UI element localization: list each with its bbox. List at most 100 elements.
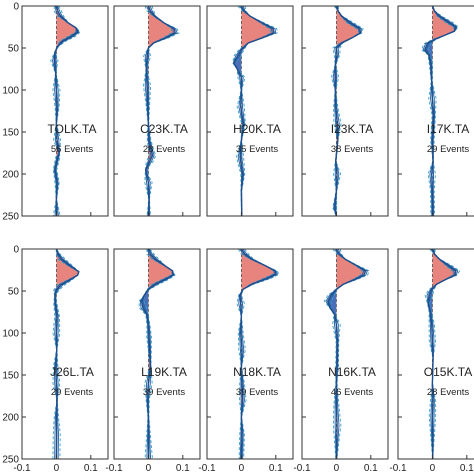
panel-frame (21, 5, 109, 217)
event-count-label: 38 Events (331, 144, 373, 155)
positive-arrival-fill (56, 6, 78, 216)
panel-frame (206, 5, 294, 217)
y-tick-label: 50 (8, 287, 20, 298)
panel-frame (113, 248, 201, 460)
y-tick-label: 150 (2, 128, 19, 139)
x-tick-label: 0.1 (176, 463, 190, 474)
station-label: L19K.TA (141, 365, 187, 379)
panel-l19k-ta: -0.1 0 0.1 L19K.TA 39 Events (105, 248, 201, 474)
panel-frame (397, 5, 474, 217)
panel-plot-area (232, 6, 278, 216)
upper-confidence-line (55, 249, 80, 459)
mean-receiver-function-line (53, 6, 79, 216)
panel-n18k-ta: -0.1 0 0.1 N18K.TA 39 Events (198, 248, 294, 474)
event-count-label: 56 Events (51, 144, 93, 155)
y-tick-label: 150 (2, 371, 19, 382)
mean-receiver-function-line (424, 6, 457, 216)
x-tick-label: -0.1 (293, 463, 311, 474)
panel-i23k-ta: I23K.TA 38 Events (301, 5, 389, 217)
y-tick-label: 100 (2, 329, 19, 340)
panel-frame (21, 248, 109, 460)
x-tick-label: 0.1 (460, 463, 474, 474)
panel-frame (113, 5, 201, 217)
panel-plot-area (323, 249, 370, 459)
station-label: C23K.TA (140, 122, 188, 136)
panel-plot-area (330, 6, 364, 216)
station-label: I23K.TA (331, 122, 373, 136)
panel-i17k-ta: I17K.TA 29 Events (397, 5, 474, 217)
panel-frame (301, 5, 389, 217)
station-label: J26L.TA (50, 365, 94, 379)
upper-confidence-line (428, 249, 461, 459)
panel-plot-area (52, 249, 80, 459)
upper-confidence-line (240, 249, 280, 459)
x-tick-label: -0.1 (105, 463, 123, 474)
station-label: TOLK.TA (48, 122, 97, 136)
mean-receiver-function-line (233, 6, 275, 216)
station-label: O15K.TA (424, 365, 472, 379)
panel-frame (397, 248, 474, 460)
panel-plot-area (424, 249, 461, 459)
panel-plot-area (138, 249, 176, 459)
panel-plot-area (142, 6, 180, 216)
x-tick-label: 0 (334, 463, 340, 474)
station-label: H20K.TA (233, 122, 281, 136)
panel-frame (301, 248, 389, 460)
mean-receiver-function-line (333, 6, 362, 216)
event-count-label: 35 Events (236, 144, 278, 155)
mean-receiver-function-line (144, 6, 177, 216)
x-tick-label: 0 (239, 463, 245, 474)
positive-arrival-fill (241, 6, 275, 216)
y-tick-label: 100 (2, 86, 19, 97)
mean-receiver-function-line (140, 249, 174, 459)
y-tick-label: 0 (13, 245, 19, 256)
panel-o15k-ta: -0.1 0 0.1 O15K.TA 28 Events (389, 248, 474, 474)
lower-confidence-line (236, 249, 274, 459)
x-tick-label: 0.1 (84, 463, 98, 474)
y-tick-label: 250 (2, 455, 19, 466)
panel-h20k-ta: H20K.TA 35 Events (206, 5, 294, 217)
lower-confidence-line (138, 249, 173, 459)
x-tick-label: 0.1 (269, 463, 283, 474)
station-label: I17K.TA (427, 122, 469, 136)
lower-confidence-line (330, 6, 360, 216)
panel-tolk-ta: 0 50 100 150 200 250 TOLK.TA 56 Events (2, 2, 109, 223)
mean-receiver-function-line (54, 249, 80, 459)
event-count-label: 28 Events (427, 387, 469, 398)
upper-confidence-line (54, 6, 81, 216)
event-count-label: 29 Events (427, 144, 469, 155)
panel-n16k-ta: -0.1 0 0.1 N16K.TA 46 Events (293, 248, 389, 474)
event-count-label: 46 Events (331, 387, 373, 398)
panel-plot-area (421, 6, 459, 216)
positive-arrival-fill (336, 6, 361, 216)
negative-arrival-fill (428, 249, 433, 459)
x-tick-label: 0 (54, 463, 60, 474)
event-count-label: 28 Events (143, 144, 185, 155)
mean-receiver-function-line (327, 249, 367, 459)
event-count-label: 39 Events (236, 387, 278, 398)
x-tick-label: -0.1 (389, 463, 407, 474)
negative-arrival-fill (233, 6, 242, 216)
lower-confidence-line (424, 249, 454, 459)
panel-j26l-ta: 0 50 100 150 200 250-0.1 0 0.1 J26L.TA 29 Events (2, 245, 109, 474)
x-tick-label: -0.1 (198, 463, 216, 474)
y-tick-label: 50 (8, 44, 20, 55)
station-label: N18K.TA (233, 365, 281, 379)
x-tick-label: 0 (430, 463, 436, 474)
mean-receiver-function-line (239, 249, 277, 459)
station-label: N16K.TA (328, 365, 376, 379)
positive-arrival-fill (56, 249, 79, 459)
event-count-label: 29 Events (51, 387, 93, 398)
panel-plot-area (50, 6, 81, 216)
panel-c23k-ta: C23K.TA 28 Events (113, 5, 201, 217)
y-tick-label: 250 (2, 212, 19, 223)
y-tick-label: 200 (2, 170, 19, 181)
mean-receiver-function-line (427, 249, 457, 459)
x-tick-label: 0 (146, 463, 152, 474)
panel-frame (206, 248, 294, 460)
y-tick-label: 0 (13, 2, 19, 13)
x-tick-label: -0.1 (13, 463, 31, 474)
positive-arrival-fill (148, 6, 176, 216)
y-tick-label: 200 (2, 413, 19, 424)
